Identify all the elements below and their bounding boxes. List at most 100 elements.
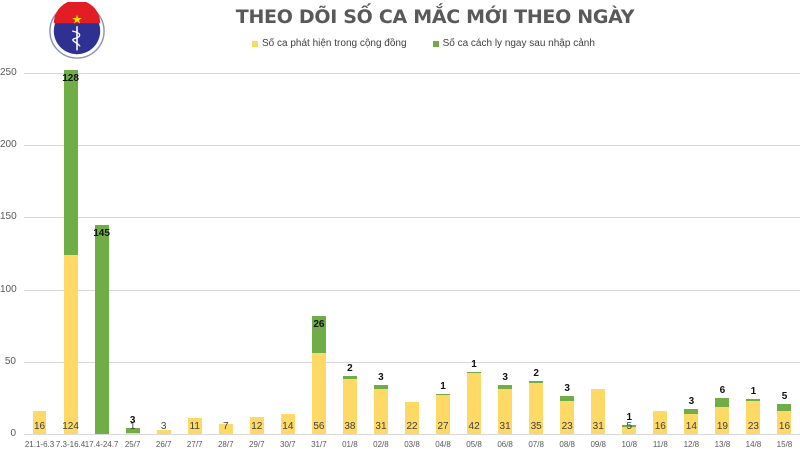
- x-axis-tick-label: 04/8: [435, 440, 451, 449]
- bar-08/8: [560, 396, 575, 434]
- bar-01/8: [342, 376, 357, 434]
- value-label-quarantine: 1: [471, 358, 477, 370]
- bar-segment-community: [405, 402, 419, 434]
- bar-06/8: [498, 384, 513, 434]
- bar-segment-community: [653, 410, 668, 434]
- x-axis-tick-label: 14/8: [745, 440, 762, 449]
- bar-21.1-6.3: [32, 410, 47, 434]
- x-axis-tick-label: 17.4-24.7: [84, 440, 119, 449]
- value-label-community: 31: [592, 421, 604, 432]
- gridline: [24, 361, 800, 363]
- x-axis-tick-label: 03/8: [404, 440, 420, 449]
- bar-27/7: [187, 418, 202, 434]
- value-label-quarantine: 1: [626, 412, 633, 424]
- bar-segment-quarantine: [529, 380, 544, 384]
- bar-26/7: [156, 429, 171, 434]
- value-label-quarantine: 1: [750, 386, 757, 398]
- x-axis-tick-label: 11/8: [652, 440, 668, 449]
- legend-label: Số ca phát hiện trong cộng đồng: [262, 38, 407, 49]
- value-label-quarantine: 145: [93, 227, 110, 239]
- x-axis-tick-label: 25/7: [124, 440, 141, 449]
- bar-7.3-16.4: [63, 70, 78, 434]
- bar-segment-quarantine: [436, 393, 450, 395]
- bar-07/8: [529, 380, 544, 434]
- gridline: [24, 73, 800, 74]
- bar-segment-community: [32, 410, 47, 434]
- value-label-community: 27: [437, 421, 449, 432]
- bar-12/8: [684, 409, 699, 434]
- value-label-community: 14: [685, 421, 697, 432]
- gridline: [24, 145, 800, 147]
- bar-segment-community: [249, 416, 264, 434]
- x-axis-tick-label: 01/8: [342, 440, 358, 449]
- value-label-quarantine: 3: [378, 371, 384, 383]
- bar-28/7: [218, 423, 233, 434]
- bar-segment-quarantine: [684, 409, 699, 414]
- value-label-community: 124: [62, 421, 79, 432]
- value-label-quarantine: 3: [688, 396, 695, 408]
- bar-segment-quarantine: [560, 396, 575, 401]
- value-label-quarantine: 1: [440, 380, 446, 392]
- x-axis-tick-label: 27/7: [186, 440, 203, 449]
- value-label-community: 7: [222, 421, 229, 432]
- bar-segment-quarantine: [373, 384, 388, 390]
- bar-segment-quarantine: [622, 425, 637, 427]
- x-axis-tick-label: 09/8: [590, 440, 607, 449]
- bar-09/8: [591, 389, 606, 434]
- bar-segment-community: [715, 406, 730, 434]
- bar-11/8: [653, 410, 668, 434]
- value-label-community: 22: [406, 421, 418, 432]
- value-label-community: 14: [282, 421, 294, 432]
- gridline: [24, 434, 800, 435]
- bar-segment-quarantine: [715, 397, 730, 407]
- bar-segment-quarantine: [498, 384, 513, 390]
- x-axis-tick-label: 02/8: [373, 440, 389, 449]
- bar-31/7: [311, 315, 326, 434]
- x-axis-tick-label: 06/8: [497, 440, 513, 449]
- legend-item-community: Số ca phát hiện trong cộng đồng: [252, 38, 407, 49]
- bar-segment-community: [342, 379, 357, 434]
- bar-segment-quarantine: [746, 399, 761, 401]
- bar-segment-community: [156, 429, 171, 434]
- value-label-quarantine: 26: [313, 318, 325, 330]
- bar-segment-quarantine: [125, 428, 140, 433]
- y-axis-tick-label: 250: [0, 67, 17, 78]
- gridline: [24, 217, 800, 219]
- bar-04/8: [436, 393, 450, 434]
- bar-10/8: [622, 425, 637, 434]
- x-axis-tick-label: 26/7: [155, 440, 172, 449]
- value-label-community: 23: [747, 421, 759, 432]
- x-axis-tick-label: 05/8: [466, 440, 482, 449]
- bar-03/8: [405, 402, 419, 434]
- y-axis-tick-label: 100: [0, 283, 17, 295]
- bar-25/7: [125, 428, 140, 434]
- bar-15/8: [777, 403, 792, 434]
- bar-segment-quarantine: [467, 371, 482, 374]
- bar-segment-community: [373, 389, 388, 434]
- legend-swatch-green: [432, 40, 439, 47]
- bar-segment-community: [125, 432, 140, 434]
- bar-segment-quarantine: [63, 70, 78, 255]
- value-label-community: 35: [530, 421, 542, 432]
- bar-segment-community: [311, 353, 326, 434]
- value-label-community: 16: [778, 421, 791, 432]
- x-axis-tick-label: 15/8: [776, 440, 793, 449]
- gridline: [24, 289, 800, 291]
- bar-segment-community: [684, 413, 699, 434]
- y-axis-tick-label: 200: [0, 139, 17, 151]
- ministry-of-health-logo: [48, 0, 106, 60]
- value-label-quarantine: 3: [129, 415, 136, 427]
- legend-label: Số ca cách ly ngay sau nhập cảnh: [442, 38, 595, 49]
- bar-segment-community: [622, 426, 637, 434]
- bar-05/8: [467, 371, 482, 434]
- value-label-quarantine: 3: [564, 383, 570, 395]
- legend-swatch-yellow: [252, 40, 258, 47]
- bar-segment-community: [529, 383, 544, 434]
- y-axis-tick-label: 150: [0, 211, 17, 223]
- bar-segment-community: [591, 389, 606, 434]
- chart-title: THEO DÕI SỐ CA MẮC MỚI THEO NGÀY: [235, 6, 635, 28]
- value-label-community: 12: [251, 421, 263, 432]
- value-label-community: 31: [375, 421, 387, 432]
- bar-14/8: [746, 399, 761, 434]
- bar-segment-community: [777, 410, 792, 434]
